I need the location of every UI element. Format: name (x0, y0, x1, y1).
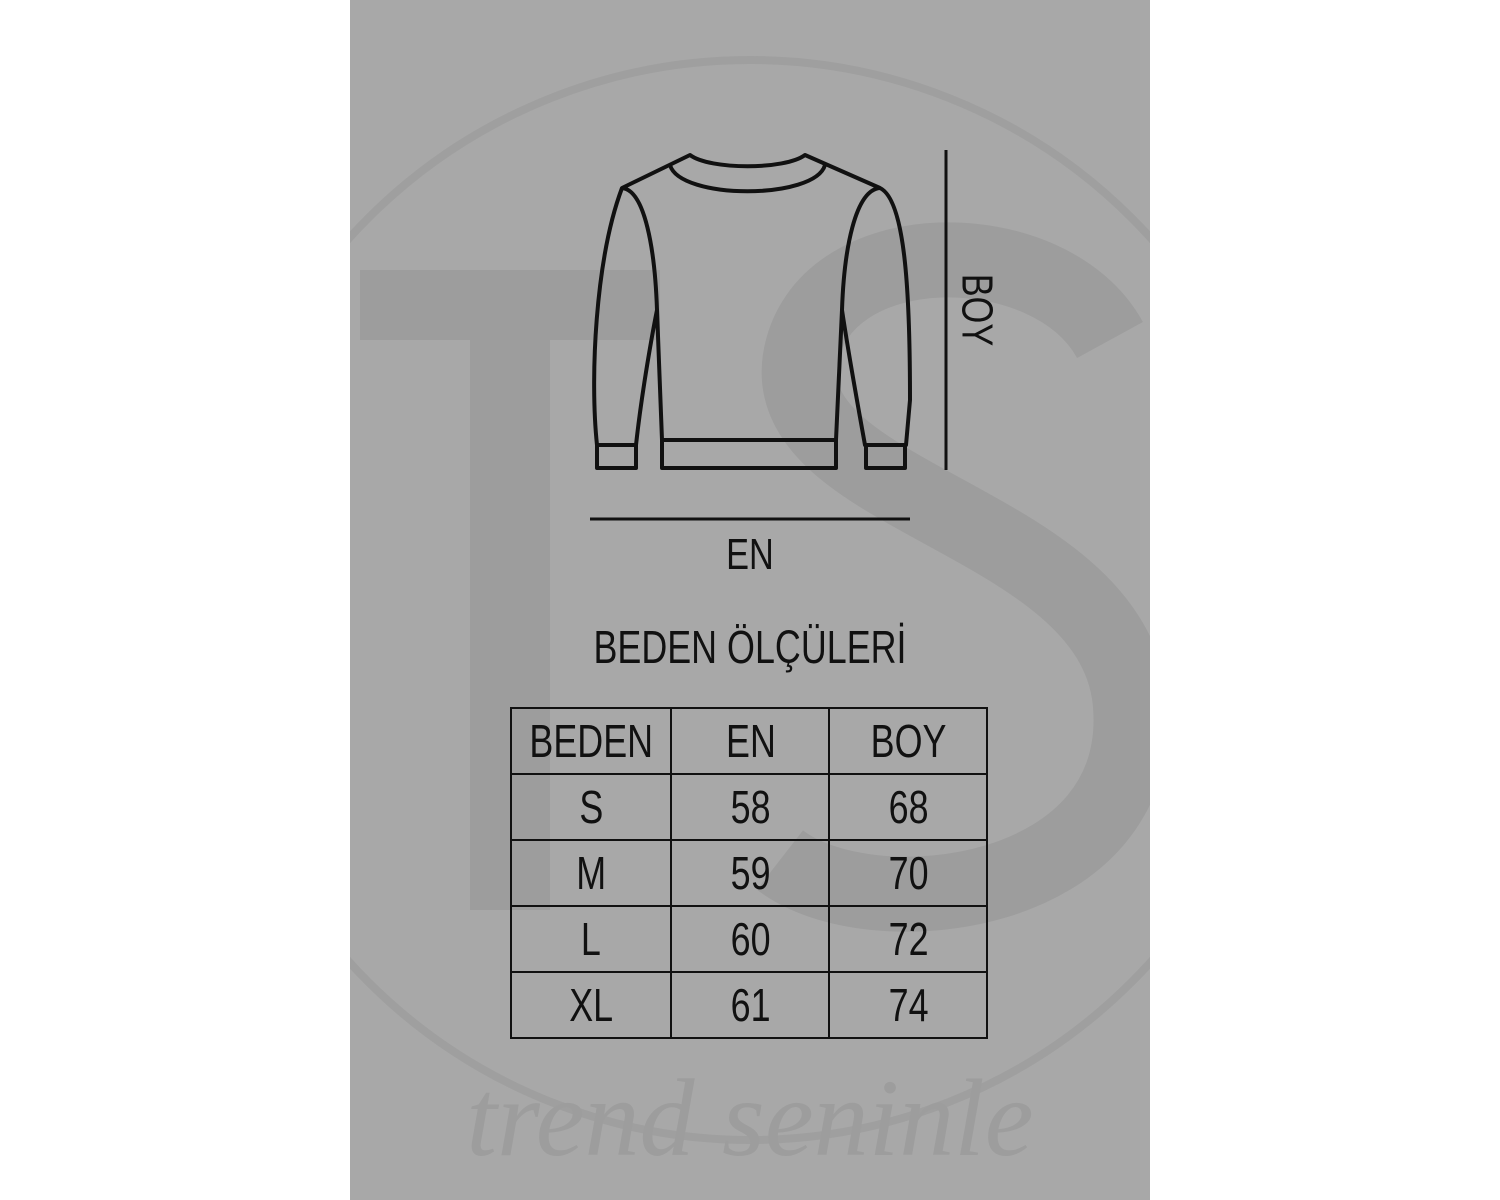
cell-text: XL (569, 979, 614, 1031)
sweatshirt-diagram (590, 150, 948, 521)
cell: 74 (828, 971, 989, 1039)
cell-text: 68 (888, 781, 929, 833)
cell: XL (509, 971, 673, 1039)
header-text: BEDEN (529, 715, 654, 767)
table-row: XL 61 74 (509, 971, 989, 1039)
cell: 72 (828, 905, 989, 973)
size-table: BEDEN EN BOY S 58 68 M 59 70 L 60 72 XL … (509, 707, 989, 1039)
cell-text: 59 (730, 847, 771, 899)
table-row: S 58 68 (509, 773, 989, 841)
left-sleeve-seam (621, 186, 659, 311)
table-row: L 60 72 (509, 905, 989, 973)
header-text: EN (725, 715, 776, 767)
waistband (660, 438, 838, 470)
header-cell: BEDEN (509, 707, 673, 775)
cell-text: 70 (888, 847, 929, 899)
watermark-logo (350, 56, 1150, 1144)
cell: 58 (670, 773, 831, 841)
table-row: M 59 70 (509, 839, 989, 907)
cell-text: 60 (730, 913, 771, 965)
cell-text: M (576, 847, 607, 899)
header-text: BOY (870, 715, 947, 767)
cell: 70 (828, 839, 989, 907)
watermark-s-curve (757, 222, 1150, 932)
header-cell: BOY (828, 707, 989, 775)
cell-text: L (581, 913, 602, 965)
watermark-circle (350, 56, 1150, 1144)
cell: 61 (670, 971, 831, 1039)
sweatshirt-outline (592, 153, 912, 447)
cell: L (509, 905, 673, 973)
chart-title: BEDEN ÖLÇÜLERİ (593, 621, 907, 673)
cell: 60 (670, 905, 831, 973)
cell: M (509, 839, 673, 907)
cell: S (509, 773, 673, 841)
table-header-row: BEDEN EN BOY (509, 707, 989, 775)
cell: 59 (670, 839, 831, 907)
right-cuff (864, 443, 907, 470)
header-cell: EN (670, 707, 831, 775)
cell: 68 (828, 773, 989, 841)
cell-text: 74 (888, 979, 929, 1031)
cell-text: 72 (888, 913, 929, 965)
watermark-script: trend seninle (466, 1057, 1034, 1179)
width-label: EN (726, 530, 774, 579)
size-chart-panel: trend seninle BOY EN BEDEN ÖLÇÜLERİ BEDE… (350, 0, 1150, 1200)
left-cuff (595, 443, 638, 470)
collar-line (668, 164, 827, 194)
cell-text: 58 (730, 781, 771, 833)
cell-text: S (579, 781, 604, 833)
right-sleeve-seam (840, 186, 881, 311)
cell-text: 61 (730, 979, 771, 1031)
height-label: BOY (952, 273, 1002, 347)
